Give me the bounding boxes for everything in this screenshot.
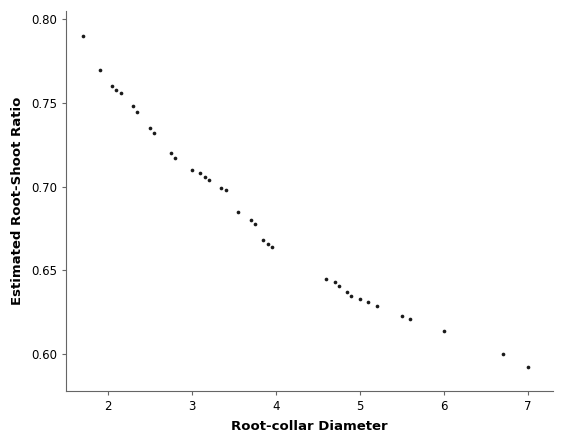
Point	[217, 185, 226, 192]
Point	[204, 177, 213, 184]
Y-axis label: Estimated Root-Shoot Ratio: Estimated Root-Shoot Ratio	[11, 97, 24, 305]
Point	[523, 364, 532, 371]
Point	[343, 289, 352, 296]
Point	[334, 282, 343, 289]
Point	[498, 351, 507, 358]
Point	[321, 275, 331, 282]
Point	[108, 83, 117, 90]
Point	[221, 186, 230, 194]
Point	[133, 108, 142, 115]
Point	[439, 327, 448, 334]
Point	[246, 217, 255, 224]
Point	[116, 90, 125, 97]
Point	[259, 237, 268, 244]
Point	[200, 173, 209, 180]
Point	[347, 292, 356, 299]
Point	[330, 278, 339, 285]
Point	[95, 66, 104, 73]
Point	[263, 240, 272, 247]
Point	[112, 86, 121, 93]
X-axis label: Root-collar Diameter: Root-collar Diameter	[231, 420, 388, 433]
Point	[355, 295, 364, 302]
Point	[78, 33, 87, 40]
Point	[149, 130, 158, 137]
Point	[364, 299, 373, 306]
Point	[171, 155, 180, 162]
Point	[233, 208, 243, 215]
Point	[267, 243, 276, 250]
Point	[250, 220, 259, 227]
Point	[129, 103, 138, 110]
Point	[196, 170, 205, 177]
Point	[406, 315, 415, 322]
Point	[187, 166, 196, 174]
Point	[166, 150, 175, 157]
Point	[146, 125, 155, 132]
Point	[397, 312, 406, 319]
Point	[372, 302, 381, 309]
